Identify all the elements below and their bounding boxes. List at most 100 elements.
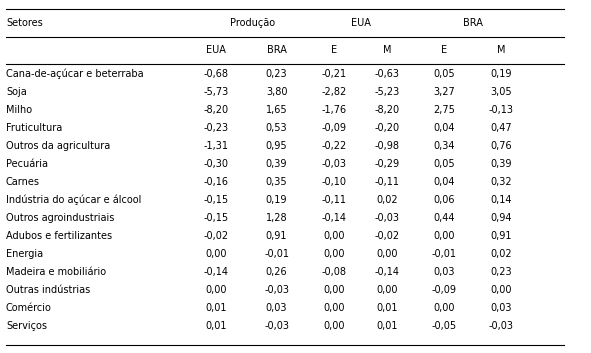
Text: 3,05: 3,05	[491, 87, 512, 97]
Text: -0,01: -0,01	[264, 249, 289, 259]
Text: 0,91: 0,91	[491, 231, 512, 241]
Text: 0,03: 0,03	[266, 303, 287, 313]
Text: 0,01: 0,01	[376, 303, 398, 313]
Text: 0,53: 0,53	[266, 123, 287, 133]
Text: Outros agroindustriais: Outros agroindustriais	[6, 213, 114, 223]
Text: Madeira e mobiliário: Madeira e mobiliário	[6, 267, 106, 277]
Text: 0,05: 0,05	[434, 69, 455, 79]
Text: Fruticultura: Fruticultura	[6, 123, 62, 133]
Text: E: E	[331, 46, 337, 55]
Text: Setores: Setores	[6, 18, 43, 28]
Text: 0,00: 0,00	[376, 249, 398, 259]
Text: 0,94: 0,94	[491, 213, 512, 223]
Text: 0,26: 0,26	[266, 267, 287, 277]
Text: 0,47: 0,47	[491, 123, 512, 133]
Text: 1,28: 1,28	[266, 213, 287, 223]
Text: -0,08: -0,08	[322, 267, 346, 277]
Text: 0,23: 0,23	[266, 69, 287, 79]
Text: -0,20: -0,20	[375, 123, 400, 133]
Text: 0,06: 0,06	[434, 195, 455, 205]
Text: Serviços: Serviços	[6, 321, 47, 331]
Text: -0,22: -0,22	[322, 141, 346, 151]
Text: 0,03: 0,03	[491, 303, 512, 313]
Text: M: M	[383, 46, 391, 55]
Text: BRA: BRA	[463, 18, 483, 28]
Text: 0,19: 0,19	[266, 195, 287, 205]
Text: -0,11: -0,11	[322, 195, 346, 205]
Text: -1,76: -1,76	[322, 105, 346, 115]
Text: Outros da agricultura: Outros da agricultura	[6, 141, 110, 151]
Text: 0,00: 0,00	[323, 303, 345, 313]
Text: -0,15: -0,15	[203, 213, 228, 223]
Text: Indústria do açúcar e álcool: Indústria do açúcar e álcool	[6, 195, 141, 205]
Text: 0,01: 0,01	[205, 321, 226, 331]
Text: -0,29: -0,29	[375, 159, 400, 169]
Text: -0,15: -0,15	[203, 195, 228, 205]
Text: -1,31: -1,31	[203, 141, 228, 151]
Text: -0,14: -0,14	[375, 267, 400, 277]
Text: 0,00: 0,00	[205, 249, 226, 259]
Text: 3,80: 3,80	[266, 87, 287, 97]
Text: Milho: Milho	[6, 105, 32, 115]
Text: 0,00: 0,00	[323, 231, 345, 241]
Text: Comércio: Comércio	[6, 303, 52, 313]
Text: -0,30: -0,30	[203, 159, 228, 169]
Text: -0,10: -0,10	[322, 177, 346, 187]
Text: -0,09: -0,09	[322, 123, 346, 133]
Text: E: E	[441, 46, 447, 55]
Text: 0,00: 0,00	[323, 321, 345, 331]
Text: 0,14: 0,14	[491, 195, 512, 205]
Text: 0,04: 0,04	[434, 123, 455, 133]
Text: 0,01: 0,01	[376, 321, 398, 331]
Text: Produção: Produção	[230, 18, 275, 28]
Text: -0,16: -0,16	[203, 177, 228, 187]
Text: -0,03: -0,03	[489, 321, 514, 331]
Text: 0,00: 0,00	[323, 285, 345, 295]
Text: -0,03: -0,03	[375, 213, 400, 223]
Text: 0,00: 0,00	[376, 285, 398, 295]
Text: -0,68: -0,68	[203, 69, 228, 79]
Text: 0,34: 0,34	[434, 141, 455, 151]
Text: EUA: EUA	[350, 18, 371, 28]
Text: 0,32: 0,32	[491, 177, 512, 187]
Text: 0,02: 0,02	[376, 195, 398, 205]
Text: EUA: EUA	[206, 46, 226, 55]
Text: 0,39: 0,39	[491, 159, 512, 169]
Text: -0,11: -0,11	[375, 177, 400, 187]
Text: 0,23: 0,23	[491, 267, 512, 277]
Text: -8,20: -8,20	[375, 105, 400, 115]
Text: -0,23: -0,23	[203, 123, 228, 133]
Text: 0,76: 0,76	[491, 141, 512, 151]
Text: -0,98: -0,98	[375, 141, 400, 151]
Text: -0,01: -0,01	[432, 249, 457, 259]
Text: 0,00: 0,00	[323, 249, 345, 259]
Text: -0,14: -0,14	[322, 213, 346, 223]
Text: 0,35: 0,35	[266, 177, 287, 187]
Text: -0,09: -0,09	[432, 285, 457, 295]
Text: 0,44: 0,44	[434, 213, 455, 223]
Text: Energia: Energia	[6, 249, 43, 259]
Text: -5,73: -5,73	[203, 87, 228, 97]
Text: -0,63: -0,63	[375, 69, 400, 79]
Text: -0,03: -0,03	[264, 321, 289, 331]
Text: 0,05: 0,05	[434, 159, 455, 169]
Text: -8,20: -8,20	[203, 105, 228, 115]
Text: 0,02: 0,02	[491, 249, 512, 259]
Text: -0,02: -0,02	[203, 231, 228, 241]
Text: -0,14: -0,14	[203, 267, 228, 277]
Text: 0,39: 0,39	[266, 159, 287, 169]
Text: Adubos e fertilizantes: Adubos e fertilizantes	[6, 231, 112, 241]
Text: 0,19: 0,19	[491, 69, 512, 79]
Text: -0,21: -0,21	[322, 69, 346, 79]
Text: Outras indústrias: Outras indústrias	[6, 285, 90, 295]
Text: -2,82: -2,82	[322, 87, 346, 97]
Text: 0,01: 0,01	[205, 303, 226, 313]
Text: 0,91: 0,91	[266, 231, 287, 241]
Text: -5,23: -5,23	[375, 87, 400, 97]
Text: Carnes: Carnes	[6, 177, 40, 187]
Text: Soja: Soja	[6, 87, 27, 97]
Text: -0,02: -0,02	[375, 231, 400, 241]
Text: 0,04: 0,04	[434, 177, 455, 187]
Text: 0,00: 0,00	[434, 303, 455, 313]
Text: 0,95: 0,95	[266, 141, 287, 151]
